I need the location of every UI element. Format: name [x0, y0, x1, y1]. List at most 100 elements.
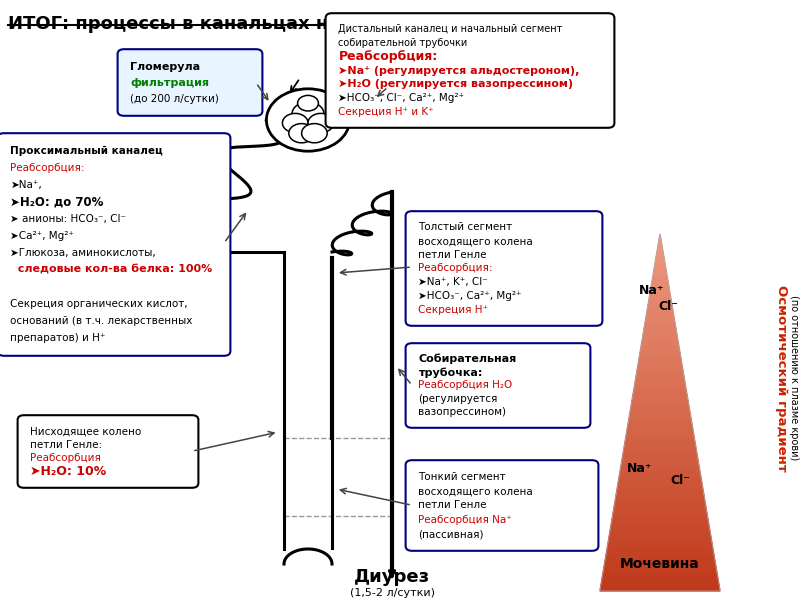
Polygon shape	[602, 576, 718, 579]
Text: Реабсорбция:: Реабсорбция:	[418, 263, 493, 274]
Text: ➤Na⁺ (регулируется альдостероном),: ➤Na⁺ (регулируется альдостероном),	[338, 65, 580, 76]
Polygon shape	[645, 323, 675, 326]
Polygon shape	[657, 252, 663, 255]
Polygon shape	[636, 374, 684, 377]
Polygon shape	[619, 472, 701, 475]
Polygon shape	[658, 246, 662, 249]
Polygon shape	[614, 505, 706, 508]
FancyBboxPatch shape	[406, 460, 598, 551]
Polygon shape	[654, 269, 666, 272]
Polygon shape	[644, 326, 676, 329]
Polygon shape	[610, 529, 710, 532]
Text: восходящего колена: восходящего колена	[418, 486, 533, 496]
Polygon shape	[618, 484, 702, 487]
Polygon shape	[628, 421, 692, 424]
Polygon shape	[619, 475, 701, 478]
Polygon shape	[649, 299, 671, 302]
Text: Секреция H⁺ и K⁺: Секреция H⁺ и K⁺	[338, 107, 434, 116]
FancyBboxPatch shape	[406, 211, 602, 326]
Polygon shape	[613, 514, 707, 517]
Text: Толстый сегмент: Толстый сегмент	[418, 223, 513, 232]
Polygon shape	[659, 234, 661, 237]
Polygon shape	[610, 532, 710, 535]
Polygon shape	[637, 368, 683, 371]
Text: Нисходящее колено: Нисходящее колено	[30, 426, 142, 436]
Polygon shape	[631, 401, 689, 404]
Text: Реабсорбция:: Реабсорбция:	[10, 163, 85, 173]
Polygon shape	[615, 496, 705, 499]
Polygon shape	[653, 275, 667, 278]
Polygon shape	[634, 389, 686, 392]
Text: петли Генле:: петли Генле:	[30, 440, 102, 450]
Polygon shape	[615, 499, 705, 502]
Polygon shape	[625, 439, 695, 442]
Polygon shape	[638, 362, 682, 365]
FancyBboxPatch shape	[406, 343, 590, 428]
Circle shape	[266, 89, 350, 151]
Polygon shape	[650, 293, 670, 296]
Polygon shape	[642, 335, 678, 338]
Polygon shape	[622, 457, 698, 460]
Polygon shape	[634, 383, 686, 386]
Text: вазопрессином): вазопрессином)	[418, 407, 506, 417]
Polygon shape	[606, 553, 714, 556]
Polygon shape	[623, 451, 697, 454]
Text: Реабсорбция Na⁺: Реабсорбция Na⁺	[418, 515, 512, 525]
Text: ➤Na⁺,: ➤Na⁺,	[10, 180, 42, 190]
Polygon shape	[601, 582, 719, 585]
Polygon shape	[600, 588, 720, 591]
Polygon shape	[654, 264, 666, 267]
Polygon shape	[631, 404, 689, 407]
Text: Проксимальный каналец: Проксимальный каналец	[10, 146, 163, 156]
Polygon shape	[632, 398, 688, 401]
Text: Дистальный каналец и начальный сегмент: Дистальный каналец и начальный сегмент	[338, 25, 562, 34]
FancyBboxPatch shape	[18, 415, 198, 488]
Polygon shape	[638, 365, 682, 368]
FancyBboxPatch shape	[118, 49, 262, 116]
Text: оснований (в т.ч. лекарственных: оснований (в т.ч. лекарственных	[10, 316, 193, 326]
Polygon shape	[625, 442, 695, 445]
Polygon shape	[604, 564, 716, 567]
Text: Мочевина: Мочевина	[620, 557, 700, 571]
Polygon shape	[618, 478, 702, 481]
Text: (1,5-2 л/сутки): (1,5-2 л/сутки)	[350, 588, 434, 598]
Polygon shape	[622, 454, 698, 457]
Polygon shape	[617, 490, 703, 493]
Text: ➤HCO₃⁻, Cl⁻, Ca²⁺, Mg²⁺: ➤HCO₃⁻, Cl⁻, Ca²⁺, Mg²⁺	[338, 93, 464, 103]
Polygon shape	[621, 463, 699, 466]
Polygon shape	[622, 460, 698, 463]
Text: (до 200 л/сутки): (до 200 л/сутки)	[130, 94, 219, 103]
Polygon shape	[618, 481, 702, 484]
Polygon shape	[609, 535, 711, 538]
Polygon shape	[658, 240, 662, 243]
Polygon shape	[621, 466, 699, 469]
Text: (регулируется: (регулируется	[418, 394, 498, 404]
Polygon shape	[626, 433, 694, 436]
Text: Секреция H⁺: Секреция H⁺	[418, 305, 488, 314]
Text: ➤Ca²⁺, Mg²⁺: ➤Ca²⁺, Mg²⁺	[10, 231, 74, 241]
Polygon shape	[642, 338, 678, 341]
Polygon shape	[606, 556, 714, 558]
Circle shape	[302, 124, 327, 143]
Text: Реабсорбция:: Реабсорбция:	[338, 50, 438, 63]
Polygon shape	[626, 430, 694, 433]
Polygon shape	[626, 436, 694, 439]
Text: Реабсорбция: Реабсорбция	[30, 453, 102, 463]
Polygon shape	[603, 570, 717, 573]
Polygon shape	[647, 305, 673, 308]
Polygon shape	[649, 296, 671, 299]
Polygon shape	[655, 261, 665, 264]
Text: Na⁺: Na⁺	[639, 284, 665, 298]
Polygon shape	[601, 585, 719, 588]
Circle shape	[289, 124, 314, 143]
Text: петли Генле: петли Генле	[418, 250, 487, 260]
Text: восходящего колена: восходящего колена	[418, 236, 533, 246]
Polygon shape	[654, 267, 666, 269]
Polygon shape	[655, 258, 665, 261]
Polygon shape	[607, 544, 713, 547]
Polygon shape	[605, 558, 715, 561]
Polygon shape	[603, 567, 717, 570]
Text: Собирательная: Собирательная	[418, 354, 517, 364]
Polygon shape	[639, 353, 681, 356]
Text: Секреция органических кислот,: Секреция органических кислот,	[10, 299, 188, 309]
